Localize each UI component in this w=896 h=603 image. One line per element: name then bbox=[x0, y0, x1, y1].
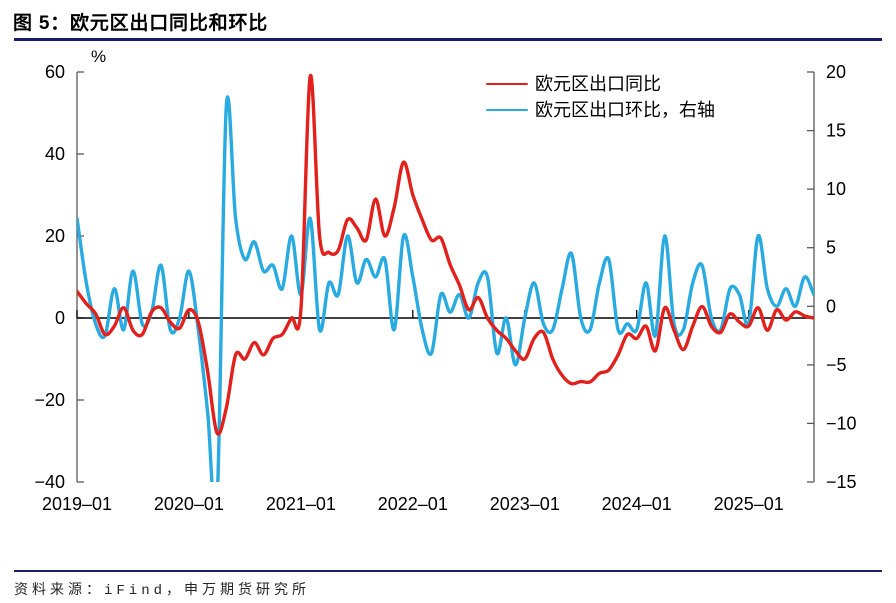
svg-text:15: 15 bbox=[826, 121, 846, 141]
svg-text:0: 0 bbox=[826, 296, 836, 316]
svg-text:2023‒01: 2023‒01 bbox=[490, 494, 560, 514]
svg-text:2024‒01: 2024‒01 bbox=[602, 494, 672, 514]
svg-text:2022‒01: 2022‒01 bbox=[378, 494, 448, 514]
svg-text:−5: −5 bbox=[826, 355, 847, 375]
svg-text:20: 20 bbox=[826, 62, 846, 82]
svg-text:−10: −10 bbox=[826, 413, 857, 433]
svg-text:2020‒01: 2020‒01 bbox=[154, 494, 224, 514]
svg-text:10: 10 bbox=[826, 179, 846, 199]
svg-text:2025‒01: 2025‒01 bbox=[714, 494, 784, 514]
svg-text:−40: −40 bbox=[34, 472, 65, 492]
svg-text:欧元区出口环比，右轴: 欧元区出口环比，右轴 bbox=[535, 100, 715, 120]
svg-text:5: 5 bbox=[826, 238, 836, 258]
svg-text:20: 20 bbox=[45, 226, 65, 246]
svg-text:2019‒01: 2019‒01 bbox=[42, 494, 112, 514]
svg-text:−20: −20 bbox=[34, 390, 65, 410]
svg-text:0: 0 bbox=[55, 308, 65, 328]
svg-text:−15: −15 bbox=[826, 472, 857, 492]
svg-text:60: 60 bbox=[45, 62, 65, 82]
svg-text:%: % bbox=[91, 47, 106, 66]
svg-text:2021‒01: 2021‒01 bbox=[266, 494, 336, 514]
svg-text:40: 40 bbox=[45, 144, 65, 164]
svg-text:欧元区出口同比: 欧元区出口同比 bbox=[535, 74, 661, 94]
